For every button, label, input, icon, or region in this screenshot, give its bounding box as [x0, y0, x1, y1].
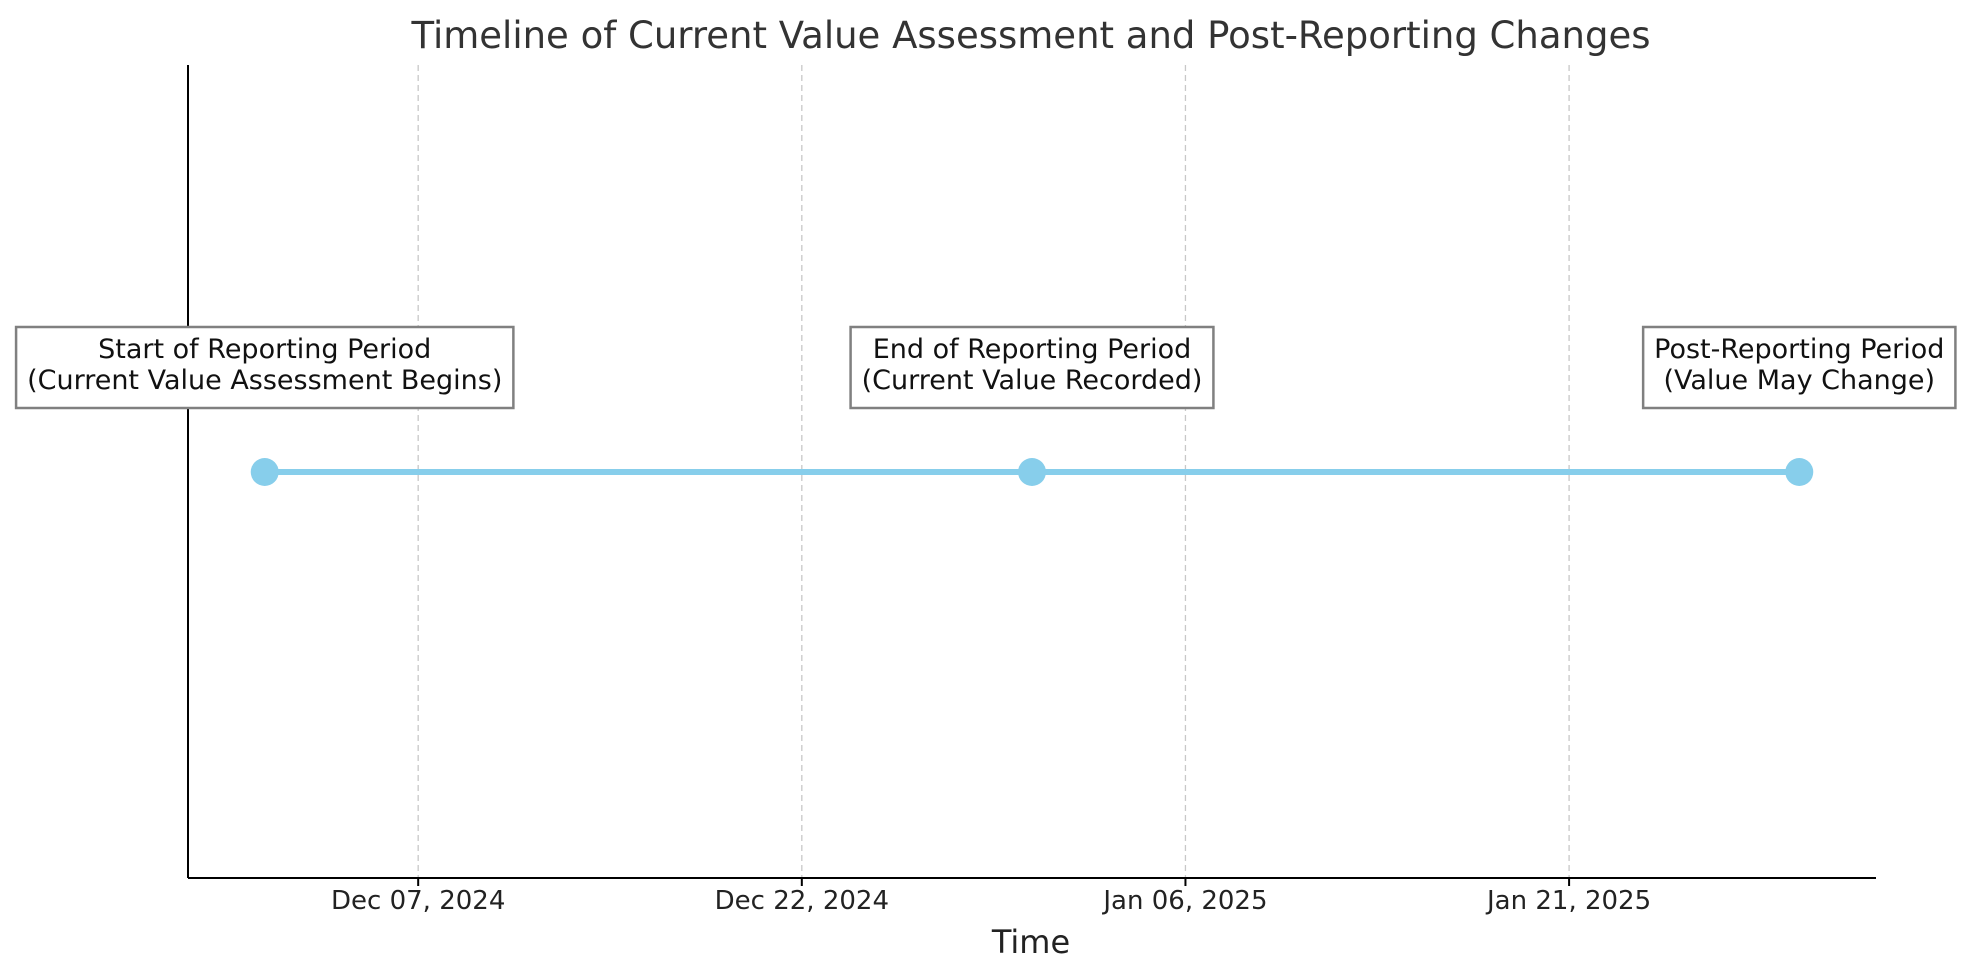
annotations-group: Start of Reporting Period(Current Value … [14, 325, 1957, 410]
annotation-text: (Current Value Recorded) [862, 365, 1203, 396]
annotation-text: (Value May Change) [1663, 365, 1935, 396]
x-tick-label: Jan 06, 2025 [1101, 886, 1267, 916]
x-axis-ticks: Dec 07, 2024 Dec 22, 2024 Jan 06, 2025 Jan … [331, 878, 1651, 916]
grid-lines [417, 65, 1570, 878]
annotation-box [849, 325, 1215, 410]
annotation: Start of Reporting Period(Current Value … [14, 325, 515, 410]
data-point [1785, 458, 1814, 486]
x-tick-label: Dec 07, 2024 [331, 886, 505, 916]
annotation: Post-Reporting Period(Value May Change) [1641, 325, 1957, 410]
annotation-text: Post-Reporting Period [1654, 334, 1944, 365]
annotation-text: (Current Value Assessment Begins) [27, 365, 502, 396]
annotation-text: End of Reporting Period [873, 334, 1192, 365]
annotation: End of Reporting Period(Current Value Re… [849, 325, 1215, 410]
annotation-box [1641, 325, 1957, 410]
x-axis-label: Time [991, 923, 1070, 961]
chart-title: Timeline of Current Value Assessment and… [410, 14, 1650, 57]
annotation-box [14, 325, 515, 410]
series-group [250, 458, 1814, 486]
annotation-text: Start of Reporting Period [98, 334, 431, 365]
x-tick-label: Dec 22, 2024 [715, 886, 889, 916]
data-point [250, 458, 279, 486]
data-point [1018, 458, 1046, 486]
x-tick-label: Jan 21, 2025 [1485, 886, 1651, 916]
